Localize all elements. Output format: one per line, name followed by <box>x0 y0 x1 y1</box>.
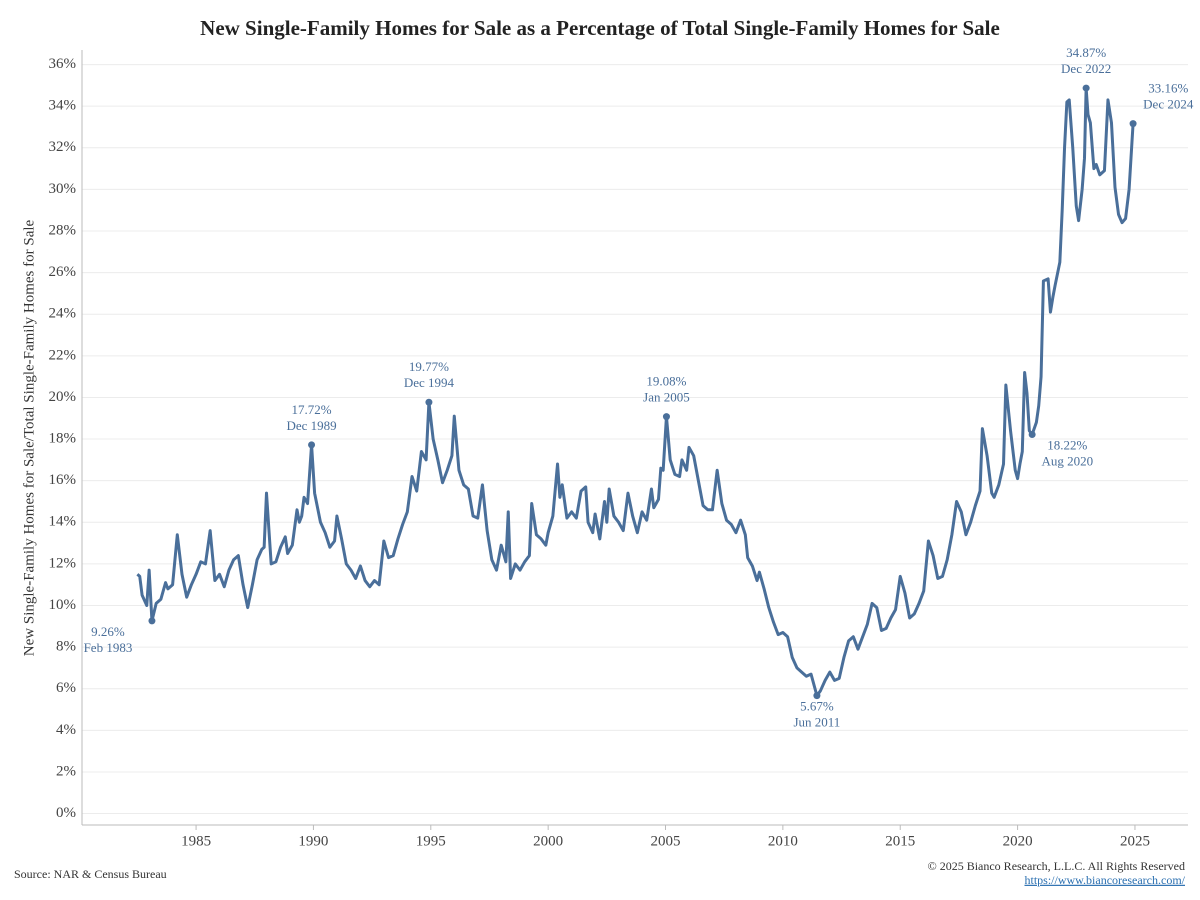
annotation-value: 17.72% <box>292 402 332 417</box>
y-tick-label: 4% <box>56 722 76 738</box>
y-tick-label: 32% <box>49 139 77 155</box>
x-tick-label: 1985 <box>181 833 211 849</box>
y-tick-label: 34% <box>49 98 77 114</box>
y-tick-label: 18% <box>49 430 77 446</box>
annotation-point <box>308 441 316 449</box>
y-tick-label: 10% <box>49 597 77 613</box>
y-tick-label: 6% <box>56 680 76 696</box>
url-link[interactable]: https://www.biancoresearch.com/ <box>1024 873 1185 887</box>
x-tick-label: 2020 <box>1003 833 1033 849</box>
annotation-value: 33.16% <box>1148 81 1188 96</box>
x-tick-label: 2000 <box>533 833 563 849</box>
y-tick-label: 2% <box>56 763 76 779</box>
annotation-point <box>1028 430 1036 438</box>
annotation-date: Jun 2011 <box>793 715 840 730</box>
x-tick-label: 1990 <box>298 833 328 849</box>
annotation-value: 9.26% <box>91 624 125 639</box>
annotation-value: 5.67% <box>800 699 834 714</box>
annotation-point <box>1082 84 1090 92</box>
y-tick-label: 20% <box>49 389 77 405</box>
y-tick-label: 12% <box>49 555 77 571</box>
copyright: © 2025 Bianco Research, L.L.C. All Right… <box>928 859 1185 873</box>
y-tick-label: 36% <box>49 56 77 72</box>
y-tick-label: 28% <box>49 222 77 238</box>
annotation-date: Feb 1983 <box>84 640 133 655</box>
y-tick-label: 16% <box>49 472 77 488</box>
source: Source: NAR & Census Bureau <box>14 867 167 881</box>
annotation-point <box>662 413 670 421</box>
annotation-date: Dec 2024 <box>1143 97 1194 112</box>
x-tick-label: 2025 <box>1120 833 1150 849</box>
annotation-value: 34.87% <box>1066 45 1106 60</box>
y-tick-label: 8% <box>56 639 76 655</box>
annotation-value: 18.22% <box>1047 437 1087 452</box>
annotation-date: Dec 1994 <box>404 375 455 390</box>
annotation-date: Dec 1989 <box>286 418 336 433</box>
chart-title: New Single-Family Homes for Sale as a Pe… <box>200 16 1000 40</box>
y-tick-label: 30% <box>49 181 77 197</box>
annotation-value: 19.08% <box>646 374 686 389</box>
annotation-value: 19.77% <box>409 359 449 374</box>
annotation-date: Aug 2020 <box>1042 453 1094 468</box>
x-tick-label: 2010 <box>768 833 798 849</box>
y-tick-label: 22% <box>49 347 77 363</box>
y-tick-label: 26% <box>49 264 77 280</box>
x-tick-label: 2005 <box>651 833 681 849</box>
y-axis-label: New Single-Family Homes for Sale/Total S… <box>21 219 37 656</box>
annotation-point <box>1129 120 1137 128</box>
y-tick-label: 0% <box>56 805 76 821</box>
annotation-point <box>813 692 821 700</box>
annotation-point <box>425 398 433 406</box>
x-tick-label: 1995 <box>416 833 446 849</box>
annotation-point <box>148 617 156 625</box>
data-line <box>136 86 1135 698</box>
annotation-date: Dec 2022 <box>1061 61 1111 76</box>
annotation-date: Jan 2005 <box>643 390 690 405</box>
y-tick-label: 24% <box>49 306 77 322</box>
y-tick-label: 14% <box>49 514 77 530</box>
x-tick-label: 2015 <box>885 833 915 849</box>
